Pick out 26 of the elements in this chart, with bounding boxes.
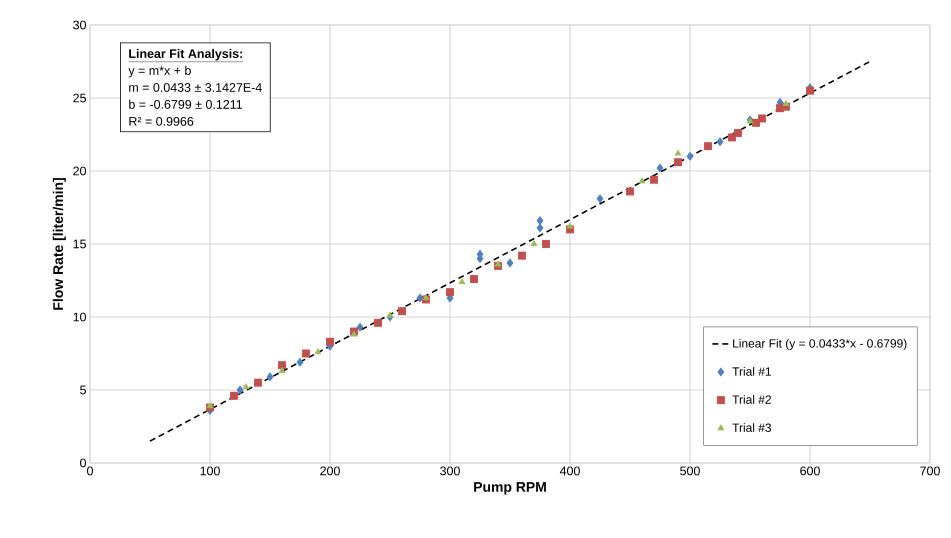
annotation: y = m*x + b [128,66,191,78]
y-tick-label: 25 [73,94,86,102]
y-tick-label: 10 [74,312,86,322]
y-tick-label: 0 [80,458,86,468]
x-tick-label: 600 [800,466,820,476]
legend-label: Trial #2 [732,395,771,404]
x-tick-label: 400 [560,466,580,476]
y-tick-label: 15 [74,240,86,248]
y-tick-label: 5 [80,386,86,394]
x-tick-label: 200 [320,466,340,476]
annotation: Linear Fit Analysis: [129,48,242,60]
annotation: R² = 0.9966 [129,116,194,126]
y-tick-label: 30 [73,20,86,30]
x-tick-label: 100 [200,466,220,476]
annotation: b = -0.6799 ± 0.1211 [129,100,242,109]
legend-label: Linear Fit (y = 0.0433*x - 0.6799) [733,338,906,350]
y-tick-label: 20 [73,166,86,176]
x-tick-label: 0 [87,466,93,476]
legend-label: Trial #3 [732,423,772,432]
legend-label: Trial #1 [732,366,771,376]
x-tick-label: 300 [440,466,460,476]
x-axis-title: Pump RPM [474,482,546,495]
x-tick-label: 700 [920,466,940,476]
annotation: m = 0.0433 ± 3.1427E-4 [129,83,262,92]
x-tick-label: 500 [680,466,700,476]
y-axis-title: Flow Rate [liter/min] [52,178,66,310]
